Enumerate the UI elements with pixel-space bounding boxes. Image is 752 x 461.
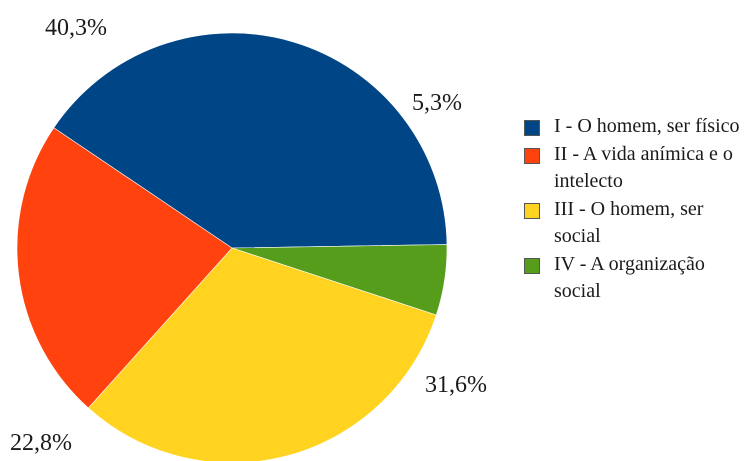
legend-item-4: IV - A organização social (524, 251, 748, 305)
pie-slice-3 (16, 127, 233, 409)
legend-label-4: IV - A organização social (554, 253, 705, 302)
legend-label-2: II - A vida anímica e o intelecto (554, 143, 733, 192)
pie-slice-2 (87, 247, 437, 461)
legend-item-1: I - O homem, ser físico (524, 113, 748, 140)
slice-label-2: 31,6% (425, 372, 487, 398)
legend-label-3: III - O homem, ser social (554, 198, 704, 247)
legend-swatch-1 (524, 120, 540, 136)
pie-slice-0 (53, 32, 448, 249)
legend-swatch-4 (524, 258, 540, 274)
legend-swatch-3 (524, 203, 540, 219)
legend-label-1: I - O homem, ser físico (554, 115, 740, 137)
pie-slices (16, 32, 448, 461)
legend-item-3: III - O homem, ser social (524, 196, 748, 250)
legend: I - O homem, ser físico II - A vida aním… (524, 113, 748, 306)
slice-label-0: 40,3% (45, 15, 107, 41)
slice-label-1: 5,3% (412, 90, 462, 116)
legend-item-2: II - A vida anímica e o intelecto (524, 141, 748, 195)
slice-label-3: 22,8% (10, 430, 72, 456)
legend-swatch-2 (524, 148, 540, 164)
